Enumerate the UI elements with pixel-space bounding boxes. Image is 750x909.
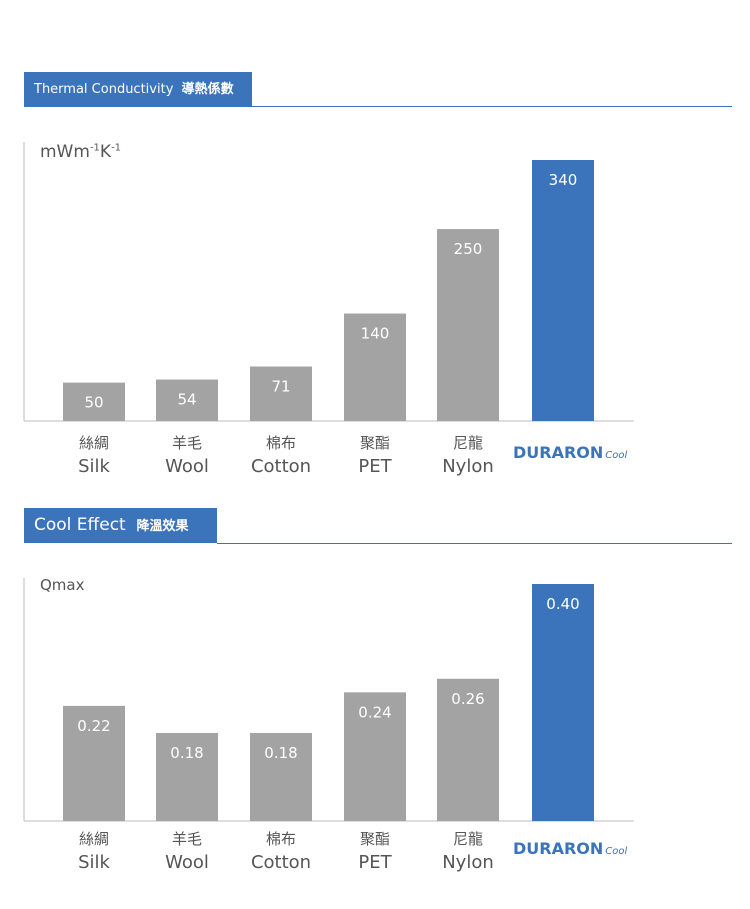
category-label-en: Cotton — [250, 456, 312, 477]
bar — [437, 229, 499, 421]
category-label-zh: 羊毛 — [171, 830, 202, 848]
category-label-en: PET — [358, 852, 392, 873]
category-label-en: Cotton — [250, 852, 312, 873]
data-label: 340 — [549, 171, 578, 189]
bar — [156, 732, 218, 821]
header-title: Cool Effect — [34, 515, 126, 535]
section-header-thermal: Thermal Conductivity 導熱係數 — [24, 72, 252, 107]
category-label-zh: 聚酯 — [359, 434, 390, 452]
category-label-zh: 棉布 — [265, 830, 296, 848]
bar — [532, 160, 594, 421]
data-label: 0.24 — [358, 703, 391, 721]
category-label: 絲綢 Silk — [49, 432, 139, 477]
category-label-zh: 尼龍 — [452, 830, 483, 848]
bar — [250, 366, 312, 421]
data-label: 0.40 — [546, 595, 579, 613]
category-label-en: Silk — [78, 852, 110, 873]
category-label-en: Nylon — [442, 852, 494, 873]
category-label-zh: 絲綢 — [78, 434, 109, 452]
data-label: 0.26 — [451, 690, 484, 708]
bar — [344, 692, 406, 821]
category-label-zh: 棉布 — [265, 434, 296, 452]
bar — [156, 379, 218, 421]
category-label-zh: 尼龍 — [452, 434, 483, 452]
category-label: 尼龍 Nylon — [423, 828, 513, 873]
category-label-zh: 聚酯 — [359, 830, 390, 848]
category-label: 羊毛 Wool — [142, 432, 232, 477]
bar — [250, 732, 312, 821]
header-divider — [252, 106, 732, 107]
category-label: 聚酯 PET — [330, 432, 420, 477]
category-label: 羊毛 Wool — [142, 828, 232, 873]
header-title-zh: 導熱係數 — [181, 82, 234, 97]
y-axis-unit: Qmax — [40, 576, 85, 594]
bar — [63, 705, 125, 821]
category-label-en: Silk — [78, 456, 110, 477]
data-label: 71 — [271, 377, 290, 395]
header-divider — [217, 543, 732, 544]
category-label: 棉布 Cotton — [236, 432, 326, 477]
brand-logo: DURARON Cool — [513, 839, 628, 858]
section-header-cool: Cool Effect 降溫效果 — [24, 508, 217, 543]
data-label: 0.18 — [170, 744, 203, 762]
category-label: 聚酯 PET — [330, 828, 420, 873]
bar — [63, 382, 125, 421]
data-label: 0.22 — [77, 717, 110, 735]
category-label-en: PET — [358, 456, 392, 477]
category-label-en: Wool — [165, 852, 209, 873]
category-label-zh: 絲綢 — [78, 830, 109, 848]
data-label: 50 — [84, 394, 103, 412]
category-label-en: Wool — [165, 456, 209, 477]
data-label: 140 — [361, 325, 390, 343]
bar — [437, 678, 499, 821]
header-title: Thermal Conductivity — [34, 82, 174, 97]
bar — [344, 313, 406, 421]
data-label: 54 — [177, 391, 196, 409]
category-label-en: Nylon — [442, 456, 494, 477]
category-label: 尼龍 Nylon — [423, 432, 513, 477]
category-label: 棉布 Cotton — [236, 828, 326, 873]
brand-logo: DURARON Cool — [513, 443, 628, 462]
bar — [532, 584, 594, 821]
data-label: 250 — [454, 240, 483, 258]
header-title-zh: 降溫效果 — [136, 519, 189, 534]
y-axis-unit: mWm-1K-1 — [40, 142, 122, 162]
category-label: 絲綢 Silk — [49, 828, 139, 873]
data-label: 0.18 — [264, 744, 297, 762]
category-label-zh: 羊毛 — [171, 434, 202, 452]
